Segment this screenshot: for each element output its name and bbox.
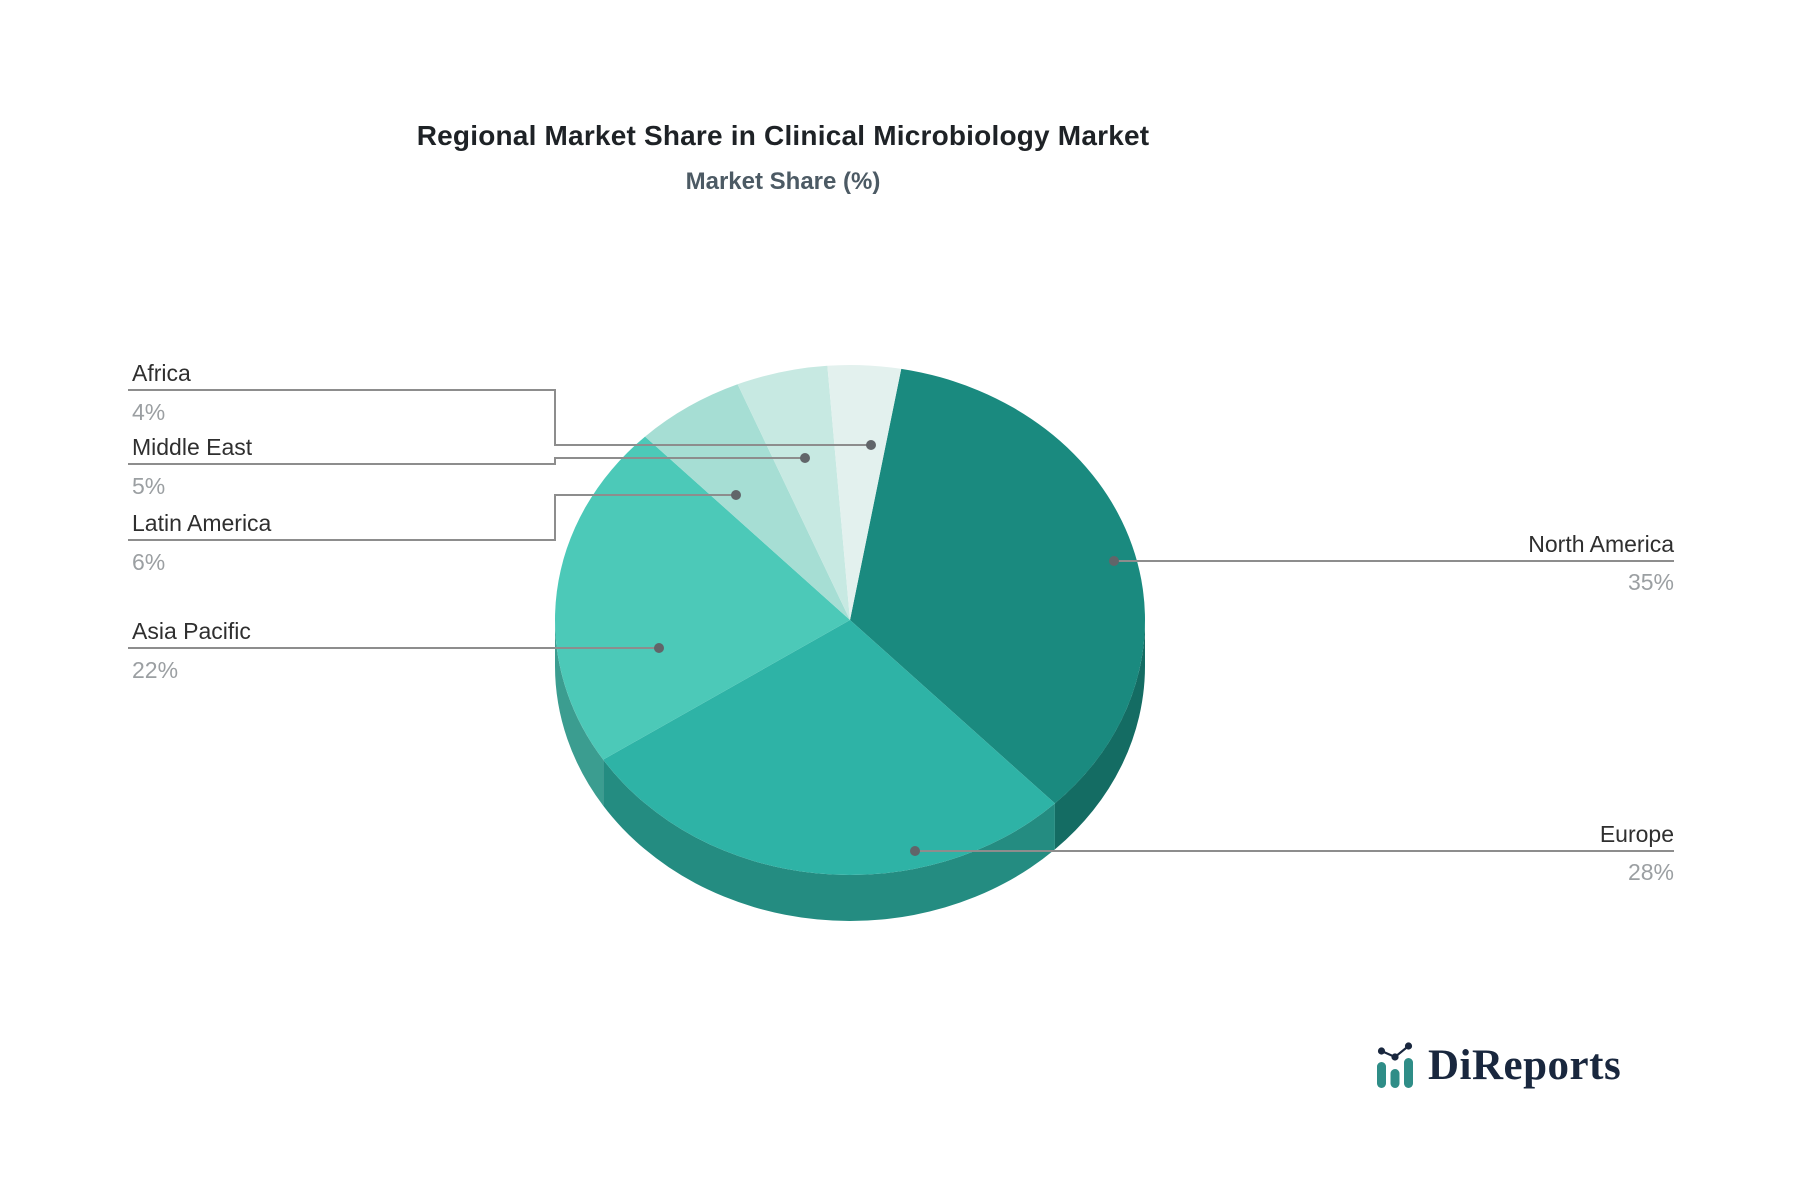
callout-label-middle-east: Middle East (132, 434, 253, 460)
callout-value-africa: 4% (132, 399, 166, 425)
pie-slice-asia-pacific (555, 436, 850, 760)
callout-dot-asia-pacific (654, 643, 664, 653)
callout-value-europe: 28% (1627, 859, 1674, 885)
callout-label-africa: Africa (132, 360, 191, 386)
chart-subtitle: Market Share (%) (685, 168, 881, 195)
callout-dot-latin-america (731, 490, 741, 500)
callout-value-north-america: 35% (1627, 569, 1674, 595)
pie-slice-side-asia-pacific (555, 620, 604, 806)
callout-dot-middle-east (800, 453, 810, 463)
pie-slice-latin-america (645, 384, 850, 620)
pie-slice-side-europe (603, 759, 1055, 922)
callout-value-asia-pacific: 22% (132, 657, 179, 683)
callout-line-latin-america (128, 494, 736, 541)
callout-value-middle-east: 5% (132, 473, 166, 499)
callout-value-latin-america: 6% (132, 549, 166, 575)
bar-chart-logo-icon (1377, 1042, 1413, 1088)
callout-dot-europe (910, 846, 920, 856)
pie-slice-north-america (850, 368, 1146, 804)
callout-dot-north-america (1109, 556, 1119, 566)
callout-line-middle-east (128, 457, 805, 465)
callout-dot-africa (866, 440, 876, 450)
pie-slice-middle-east (737, 365, 850, 620)
pie-slice-side-north-america (1054, 620, 1145, 850)
callout-label-north-america: North America (1528, 531, 1674, 557)
callout-label-latin-america: Latin America (132, 510, 272, 536)
callout-label-europe: Europe (1599, 821, 1674, 847)
callout-label-asia-pacific: Asia Pacific (132, 618, 251, 644)
brand-logo-text: DiReports (1428, 1042, 1622, 1089)
pie-slice-europe (603, 620, 1055, 875)
callout-line-africa (128, 389, 871, 446)
pie-slice-africa (827, 365, 902, 620)
brand-logo: DiReports (1376, 1042, 1621, 1092)
chart-title: Regional Market Share in Clinical Microb… (416, 120, 1150, 151)
